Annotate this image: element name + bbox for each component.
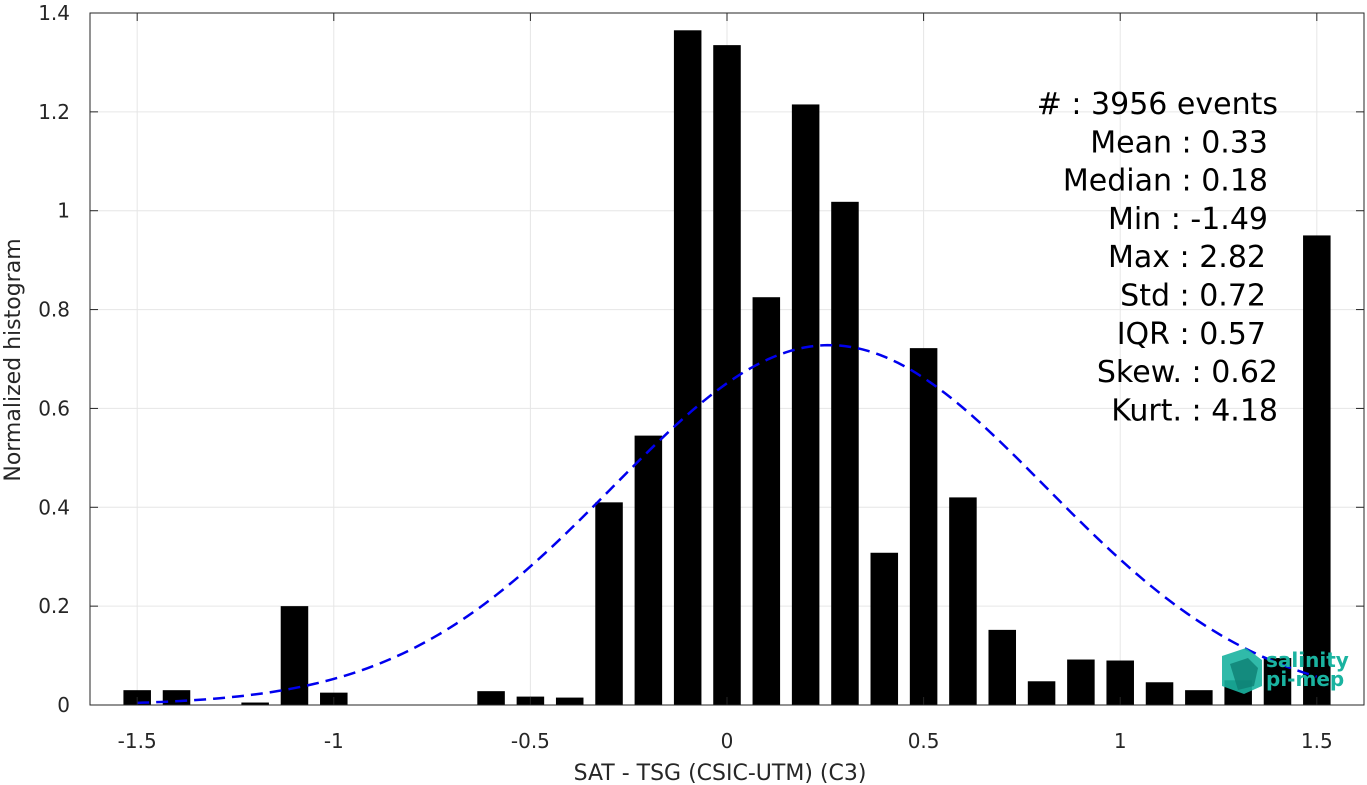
histogram-bar <box>949 497 977 705</box>
histogram-bar <box>477 691 505 705</box>
salinity-pi-mep-logo: salinity pi-mep <box>1222 648 1349 694</box>
histogram-bar <box>752 297 781 705</box>
x-tick-label: -0.5 <box>511 729 550 753</box>
histogram-bar <box>595 502 623 705</box>
histogram-bar <box>988 629 1017 705</box>
y-tick-label: 1.2 <box>38 100 70 124</box>
histogram-bar <box>673 30 702 706</box>
x-tick-label: 1.5 <box>1301 729 1333 753</box>
histogram-bar <box>280 606 309 705</box>
y-tick-label: 1.4 <box>38 1 70 25</box>
y-tick-labels: 0 0.2 0.4 0.6 0.8 1 1.2 1.4 <box>38 1 70 717</box>
y-axis-label: Normalized histogram <box>1 238 26 481</box>
histogram-bar <box>791 104 820 705</box>
histogram-bar <box>1067 659 1095 705</box>
x-tick-labels: -1.5 -1 -0.5 0 0.5 1 1.5 <box>118 729 1333 753</box>
stats-line: Kurt. : 4.18 <box>1111 393 1278 428</box>
histogram-bar <box>555 697 584 705</box>
stats-line: IQR : 0.57 <box>1117 317 1266 352</box>
histogram-bar <box>634 435 663 705</box>
stats-line: # : 3956 events <box>1037 87 1278 122</box>
y-tick-label: 0.8 <box>38 298 70 322</box>
histogram-bar <box>831 201 859 705</box>
y-tick-label: 1 <box>57 199 70 223</box>
histogram-bar <box>1303 235 1331 705</box>
histogram-bar <box>1185 690 1213 705</box>
histogram-bar <box>870 552 899 705</box>
y-tick-label: 0.4 <box>38 495 70 519</box>
x-tick-label: -1 <box>324 729 344 753</box>
stats-line: Min : -1.49 <box>1108 202 1268 237</box>
logo-emblem-shade-icon <box>1230 658 1258 690</box>
x-tick-label: 1 <box>1114 729 1127 753</box>
x-axis-label: SAT - TSG (CSIC-UTM) (C3) <box>574 761 867 785</box>
histogram-bar <box>1027 681 1056 705</box>
y-tick-label: 0.6 <box>38 396 70 420</box>
stats-line: Mean : 0.33 <box>1090 125 1268 160</box>
x-tick-label: -1.5 <box>118 729 157 753</box>
stats-line: Std : 0.72 <box>1120 279 1266 314</box>
stats-line: Max : 2.82 <box>1108 240 1266 275</box>
axis-ticks <box>90 12 1364 706</box>
y-tick-label: 0 <box>57 693 70 717</box>
stats-line: Median : 0.18 <box>1063 164 1268 199</box>
gaussian-fit-curve <box>137 343 1318 705</box>
histogram-bar <box>241 702 269 705</box>
y-tick-label: 0.2 <box>38 594 70 618</box>
histogram-bar <box>909 348 938 705</box>
histogram-bar <box>1145 682 1174 705</box>
logo-text-pi-mep: pi-mep <box>1266 667 1344 691</box>
stats-line: Skew. : 0.62 <box>1097 355 1278 390</box>
x-tick-label: 0 <box>721 729 734 753</box>
histogram-bar <box>713 45 741 706</box>
x-tick-label: 0.5 <box>908 729 940 753</box>
logo-text-salinity: salinity <box>1266 648 1349 672</box>
